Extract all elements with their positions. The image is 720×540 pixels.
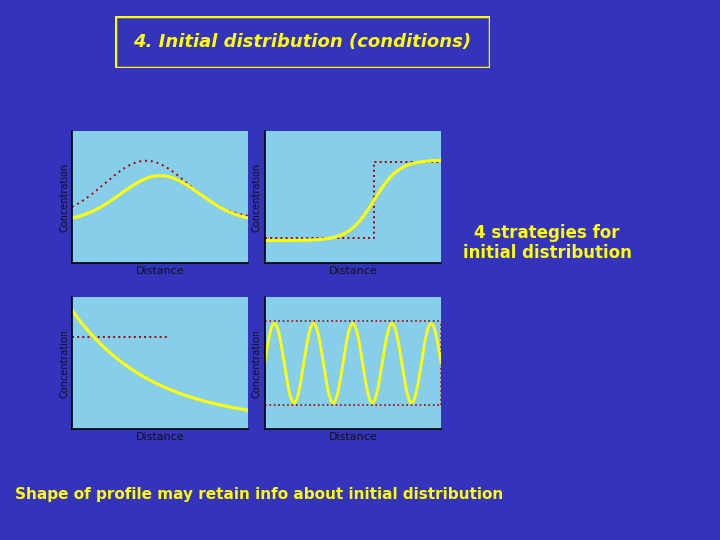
X-axis label: Distance: Distance (328, 266, 377, 276)
Text: 4. Initial distribution (conditions): 4. Initial distribution (conditions) (133, 33, 472, 51)
Text: Shape of profile may retain info about initial distribution: Shape of profile may retain info about i… (15, 487, 503, 502)
Y-axis label: Concentration: Concentration (252, 163, 262, 232)
X-axis label: Distance: Distance (328, 432, 377, 442)
Y-axis label: Concentration: Concentration (59, 163, 69, 232)
X-axis label: Distance: Distance (136, 432, 184, 442)
Y-axis label: Concentration: Concentration (59, 328, 69, 398)
X-axis label: Distance: Distance (136, 266, 184, 276)
FancyBboxPatch shape (115, 16, 490, 68)
Y-axis label: Concentration: Concentration (252, 328, 262, 398)
Text: 4 strategies for
initial distribution: 4 strategies for initial distribution (463, 224, 631, 262)
